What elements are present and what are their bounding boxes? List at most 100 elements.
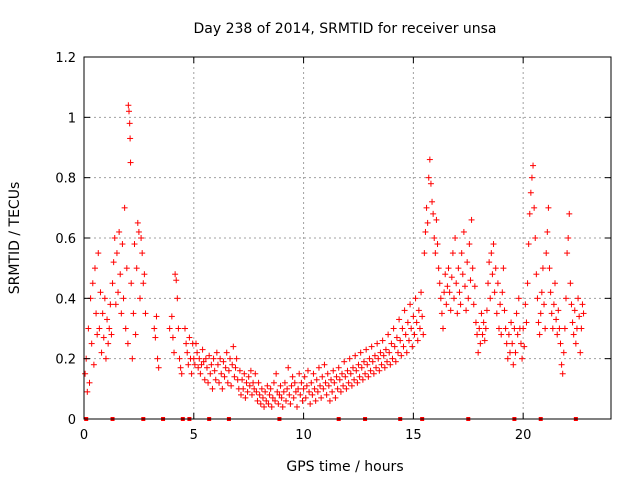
data-point — [307, 400, 314, 407]
data-point — [141, 271, 148, 278]
data-point — [283, 397, 290, 404]
data-point — [402, 331, 409, 338]
data-point — [401, 307, 408, 314]
data-point — [390, 325, 397, 332]
data-point — [369, 358, 376, 365]
data-point — [313, 376, 320, 383]
y-tick-label: 0.2 — [55, 353, 76, 368]
data-point — [297, 391, 304, 398]
data-point — [494, 280, 501, 287]
data-point — [219, 385, 226, 392]
data-point — [404, 319, 411, 326]
data-point — [280, 388, 287, 395]
data-point — [128, 280, 135, 287]
data-point — [571, 307, 578, 314]
data-point — [570, 331, 577, 338]
data-point — [308, 379, 315, 386]
data-point — [368, 343, 375, 350]
data-point — [357, 349, 364, 356]
data-point — [423, 204, 430, 211]
data-point — [416, 325, 423, 332]
data-point — [108, 331, 115, 338]
data-point — [264, 382, 271, 389]
data-point — [386, 349, 393, 356]
data-point — [395, 349, 402, 356]
data-point — [405, 337, 412, 344]
data-point — [337, 388, 344, 395]
data-point — [279, 403, 286, 410]
data-point — [315, 364, 322, 371]
data-point — [379, 337, 386, 344]
data-point — [213, 349, 220, 356]
data-point — [376, 367, 383, 374]
data-point — [107, 301, 114, 308]
data-point — [505, 331, 512, 338]
data-point — [278, 394, 285, 401]
data-point — [130, 310, 137, 317]
data-point — [287, 400, 294, 407]
data-point — [194, 349, 201, 356]
data-point — [453, 280, 460, 287]
data-point — [322, 379, 329, 386]
data-point — [201, 376, 208, 383]
data-point — [398, 352, 405, 359]
data-point — [95, 250, 102, 257]
data-point — [203, 364, 210, 371]
data-point — [534, 295, 541, 302]
y-tick-label: 1 — [68, 111, 76, 126]
data-point — [559, 370, 566, 377]
y-tick-label: 0.4 — [55, 292, 76, 307]
data-point — [430, 210, 437, 217]
data-point — [412, 295, 419, 302]
data-point — [329, 388, 336, 395]
data-point — [291, 379, 298, 386]
data-point — [477, 340, 484, 347]
data-point — [414, 337, 421, 344]
data-point — [295, 385, 302, 392]
data-point — [576, 313, 583, 320]
data-point — [93, 310, 100, 317]
y-tick-label: 0 — [68, 413, 76, 428]
data-point — [455, 265, 462, 272]
data-point — [483, 307, 490, 314]
data-point — [240, 385, 247, 392]
plot-frame — [83, 56, 612, 420]
data-point — [127, 135, 134, 142]
data-point — [446, 289, 453, 296]
data-point — [467, 277, 474, 284]
data-point — [452, 235, 459, 241]
data-point — [96, 325, 103, 332]
data-point — [333, 373, 340, 380]
data-point — [328, 376, 335, 383]
data-point — [464, 259, 471, 266]
data-point — [129, 355, 136, 362]
data-point — [351, 376, 358, 383]
data-point — [232, 364, 239, 371]
data-point — [577, 349, 584, 356]
data-point — [578, 325, 585, 332]
y-tick-label: 1.2 — [55, 51, 76, 66]
data-point — [567, 280, 574, 287]
data-point — [542, 325, 549, 332]
data-point — [255, 379, 262, 386]
data-point — [136, 295, 143, 302]
data-point — [511, 325, 518, 332]
data-point — [424, 219, 431, 226]
data-point — [468, 216, 475, 223]
data-point — [421, 250, 428, 257]
data-point — [485, 280, 492, 287]
data-point — [441, 289, 448, 296]
data-point — [502, 325, 509, 332]
data-point — [438, 310, 445, 317]
data-point — [200, 358, 207, 365]
data-point — [198, 361, 205, 368]
data-point — [396, 316, 403, 323]
data-point — [469, 265, 476, 272]
x-tick-label: 0 — [80, 428, 88, 443]
data-point — [445, 265, 452, 272]
data-point — [458, 250, 465, 257]
data-point — [345, 379, 352, 386]
data-point — [154, 355, 161, 362]
data-point — [227, 355, 234, 362]
data-point — [487, 295, 494, 302]
